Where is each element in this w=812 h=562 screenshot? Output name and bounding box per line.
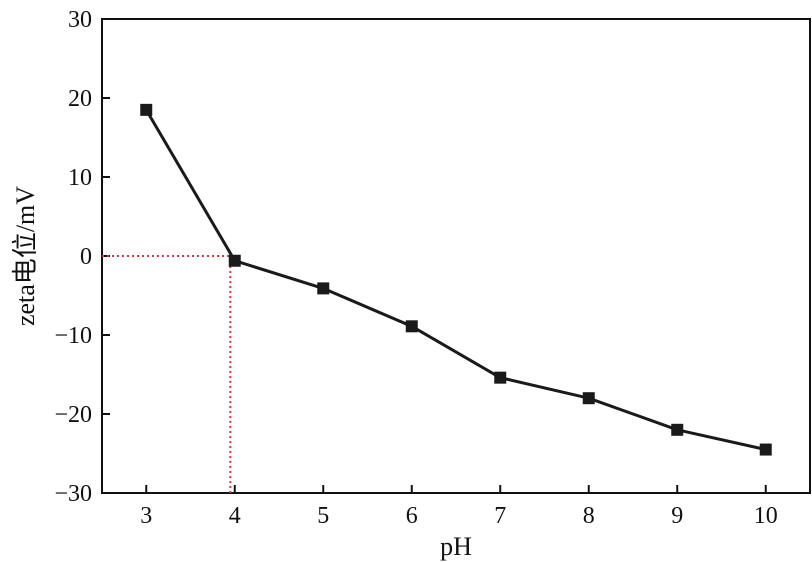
y-tick-label: −10 bbox=[54, 323, 92, 349]
y-tick-label: 0 bbox=[80, 244, 92, 270]
data-point-marker bbox=[671, 423, 684, 436]
data-point-marker bbox=[140, 103, 153, 116]
x-tick-label: 6 bbox=[406, 503, 418, 529]
data-point-marker bbox=[494, 371, 507, 384]
data-point-marker bbox=[582, 392, 595, 405]
y-tick-label: −20 bbox=[54, 402, 92, 428]
x-axis: 3 4 5 6 7 8 9 10 bbox=[140, 485, 778, 529]
y-tick-label: 30 bbox=[68, 7, 92, 33]
data-point-marker bbox=[228, 254, 241, 267]
y-axis-title: zeta电位/mV bbox=[11, 186, 40, 326]
x-tick-label: 3 bbox=[140, 503, 152, 529]
data-point-marker bbox=[405, 320, 418, 333]
x-tick-label: 10 bbox=[754, 503, 778, 529]
x-tick-label: 7 bbox=[494, 503, 506, 529]
isoelectric-reference-lines bbox=[102, 255, 232, 493]
x-tick-label: 4 bbox=[229, 503, 241, 529]
data-point-marker bbox=[317, 282, 330, 295]
x-tick-label: 9 bbox=[671, 503, 683, 529]
x-tick-label: 8 bbox=[583, 503, 595, 529]
y-tick-label: −30 bbox=[54, 481, 92, 507]
series-markers bbox=[140, 103, 772, 456]
x-tick-label: 5 bbox=[317, 503, 329, 529]
y-axis: 30 20 10 0 −10 −20 −30 bbox=[54, 7, 110, 507]
y-tick-label: 10 bbox=[68, 165, 92, 191]
y-tick-label: 20 bbox=[68, 86, 92, 112]
x-axis-title: pH bbox=[440, 532, 472, 561]
data-point-marker bbox=[759, 443, 772, 456]
series-line bbox=[144, 109, 767, 452]
